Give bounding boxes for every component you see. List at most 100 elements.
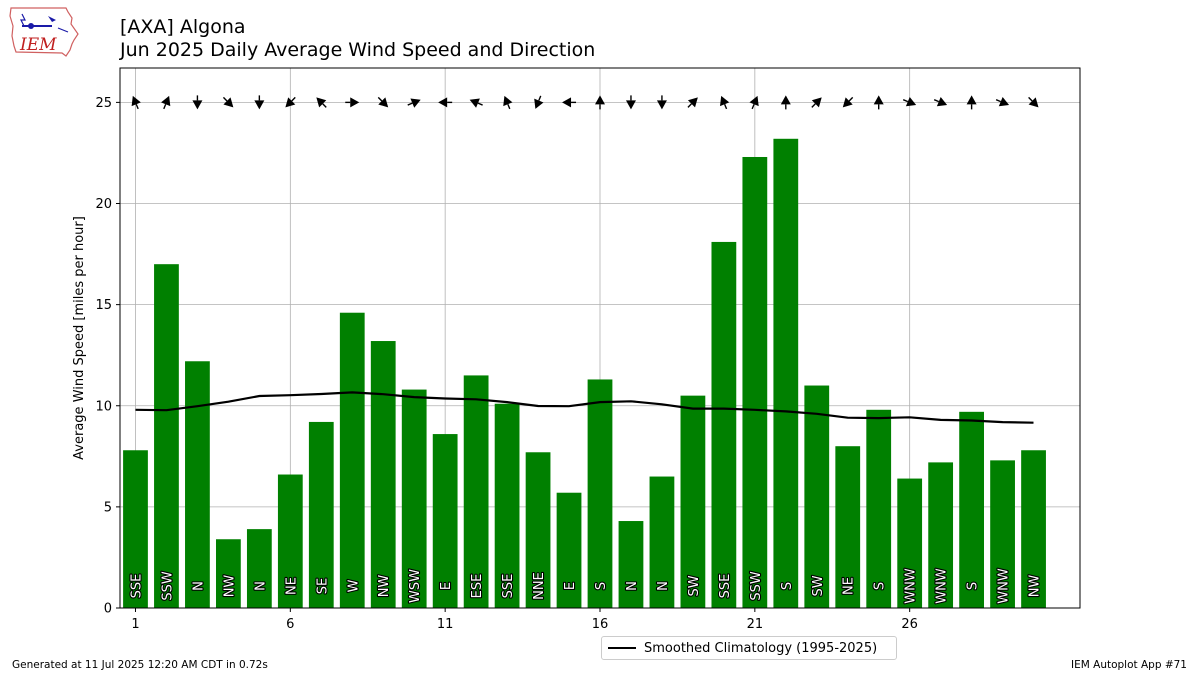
bar-day-11 (432, 434, 458, 608)
wind-arrow-day-24 (842, 96, 854, 108)
arrow-shaft (902, 99, 909, 103)
wind-arrow-day-1 (131, 95, 141, 110)
y-tick-label: 5 (104, 500, 112, 515)
direction-label-day-13: SSE (501, 574, 516, 599)
x-tick-label: 1 (131, 617, 139, 632)
wind-arrow-day-27 (933, 96, 948, 107)
wind-arrow-day-12 (469, 98, 483, 108)
direction-label-day-8: W (346, 579, 361, 592)
direction-label-day-28: S (966, 582, 981, 590)
wind-arrow-day-28 (966, 95, 977, 110)
arrow-head (410, 98, 421, 108)
arrow-head (503, 95, 513, 107)
bar-day-7 (308, 421, 334, 608)
app-id: IEM Autoplot App #71 (1071, 659, 1187, 671)
arrow-head (687, 97, 698, 108)
legend-label: Smoothed Climatology (1995-2025) (644, 640, 878, 656)
y-tick-label: 15 (95, 298, 112, 313)
bar-day-21 (742, 156, 768, 608)
direction-label-day-19: SW (687, 575, 702, 596)
arrow-head (192, 100, 203, 110)
wind-arrow-day-15 (562, 97, 577, 108)
arrow-head (350, 97, 360, 108)
arrow-head (873, 95, 884, 105)
direction-label-day-4: NW (222, 575, 237, 598)
arrow-shaft (377, 96, 383, 102)
direction-arrows (131, 95, 1039, 110)
arrow-head (131, 95, 141, 107)
arrow-shaft (687, 103, 692, 108)
arrow-head (534, 98, 544, 109)
wind-arrow-day-8 (345, 97, 360, 108)
arrow-head (720, 95, 730, 107)
direction-label-day-10: WSW (408, 569, 423, 603)
iem-logo: IEM (9, 7, 79, 57)
bar-day-12 (463, 375, 489, 608)
wind-arrow-day-26 (902, 96, 917, 107)
arrow-head (625, 100, 636, 110)
arrow-head (562, 97, 572, 108)
bar-day-14 (525, 452, 551, 608)
arrow-shaft (723, 103, 728, 110)
arrow-shaft (751, 103, 755, 110)
direction-label-day-11: E (439, 582, 454, 590)
x-tick-label: 6 (286, 617, 294, 632)
direction-label-day-23: SW (811, 575, 826, 596)
arrow-head (595, 95, 605, 105)
direction-labels: SSE SSW N NW N NE SE W NW WSW E ESE SSE NNE E S N N SW SSE S… (128, 567, 1043, 605)
wind-arrow-day-22 (780, 95, 791, 110)
wind-arrow-day-29 (995, 96, 1010, 107)
wind-arrow-day-30 (1028, 96, 1039, 108)
wind-arrow-day-19 (687, 97, 698, 108)
direction-label-day-21: SSW (749, 571, 764, 601)
direction-label-day-6: NE (284, 577, 299, 595)
arrow-head (966, 95, 977, 105)
arrow-shaft (322, 103, 327, 108)
wind-arrow-day-4 (222, 96, 234, 108)
wind-arrow-day-9 (377, 96, 389, 108)
arrow-head (223, 97, 234, 108)
arrow-head (1028, 97, 1039, 108)
arrow-head (936, 96, 948, 107)
bar-day-23 (804, 385, 830, 608)
y-tick-label: 10 (95, 399, 112, 414)
bar-day-13 (494, 403, 520, 608)
arrow-head (656, 100, 667, 110)
bars (123, 138, 1046, 609)
wind-arrow-day-21 (749, 95, 759, 110)
arrow-shaft (995, 99, 1002, 103)
direction-label-day-27: WNW (935, 568, 950, 604)
direction-label-day-14: NNE (532, 572, 547, 600)
direction-label-day-20: SSE (718, 574, 733, 599)
arrow-shaft (407, 102, 413, 106)
wind-arrow-day-17 (625, 95, 636, 110)
y-axis: 0 5 10 15 20 25 (95, 96, 120, 617)
x-tick-label: 16 (592, 617, 609, 632)
arrow-head (161, 95, 171, 107)
arrow-shaft (848, 96, 854, 102)
direction-label-day-15: E (563, 582, 578, 590)
y-tick-label: 25 (95, 96, 112, 111)
bar-day-24 (835, 446, 861, 608)
bar-day-10 (401, 389, 427, 608)
direction-label-day-25: S (873, 582, 888, 590)
wind-arrow-day-14 (534, 95, 544, 109)
wind-arrow-day-23 (811, 97, 822, 108)
bar-day-29 (990, 460, 1015, 608)
bar-day-5 (246, 529, 272, 608)
chart-titles: [AXA] Algona Jun 2025 Daily Average Wind… (120, 16, 595, 62)
direction-label-day-5: N (253, 581, 268, 591)
arrow-head (749, 95, 759, 107)
direction-label-day-12: ESE (470, 574, 485, 599)
arrow-head (254, 100, 265, 110)
y-tick-label: 0 (104, 602, 112, 617)
bar-day-8 (339, 312, 365, 608)
direction-label-day-3: N (191, 581, 206, 591)
climatology-line-layer (135, 391, 1034, 424)
direction-label-day-29: WNW (997, 568, 1012, 604)
direction-label-day-1: SSE (129, 574, 144, 599)
arrow-shaft (135, 103, 139, 110)
x-tick-label: 21 (747, 617, 764, 632)
logo-text: IEM (19, 35, 57, 55)
wind-arrow-day-11 (438, 97, 453, 108)
